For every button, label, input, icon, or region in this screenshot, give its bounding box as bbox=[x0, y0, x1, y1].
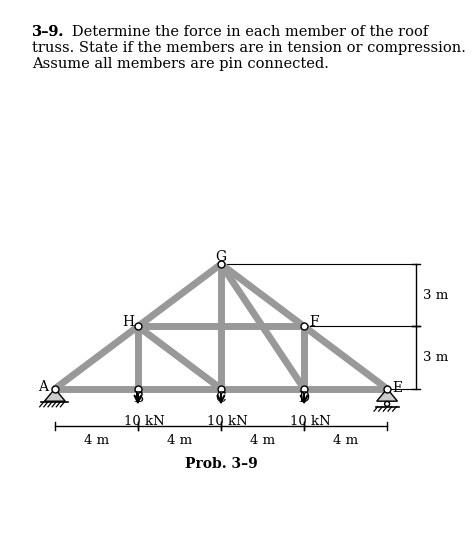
Text: 3 m: 3 m bbox=[423, 289, 449, 302]
Text: 4 m: 4 m bbox=[250, 434, 275, 447]
Text: G: G bbox=[215, 250, 227, 264]
Text: H: H bbox=[123, 315, 135, 330]
Text: 4 m: 4 m bbox=[167, 434, 192, 447]
Text: E: E bbox=[392, 381, 402, 395]
Circle shape bbox=[384, 401, 390, 406]
Text: Prob. 3–9: Prob. 3–9 bbox=[184, 457, 257, 471]
Text: D: D bbox=[299, 391, 310, 405]
Text: 3–9.: 3–9. bbox=[32, 25, 65, 39]
Text: 10 kN: 10 kN bbox=[124, 415, 164, 428]
Text: 3 m: 3 m bbox=[423, 351, 449, 364]
Text: 4 m: 4 m bbox=[333, 434, 358, 447]
Text: 10 kN: 10 kN bbox=[290, 415, 331, 428]
Polygon shape bbox=[377, 389, 398, 401]
Text: 10 kN: 10 kN bbox=[207, 415, 247, 428]
Text: A: A bbox=[38, 380, 48, 394]
Text: C: C bbox=[216, 391, 226, 405]
Text: 4 m: 4 m bbox=[84, 434, 109, 447]
Text: F: F bbox=[310, 315, 319, 330]
Text: 3–9.  Determine the force in each member of the roof
truss. State if the members: 3–9. Determine the force in each member … bbox=[32, 25, 466, 71]
Polygon shape bbox=[45, 389, 65, 401]
Text: B: B bbox=[133, 391, 143, 405]
